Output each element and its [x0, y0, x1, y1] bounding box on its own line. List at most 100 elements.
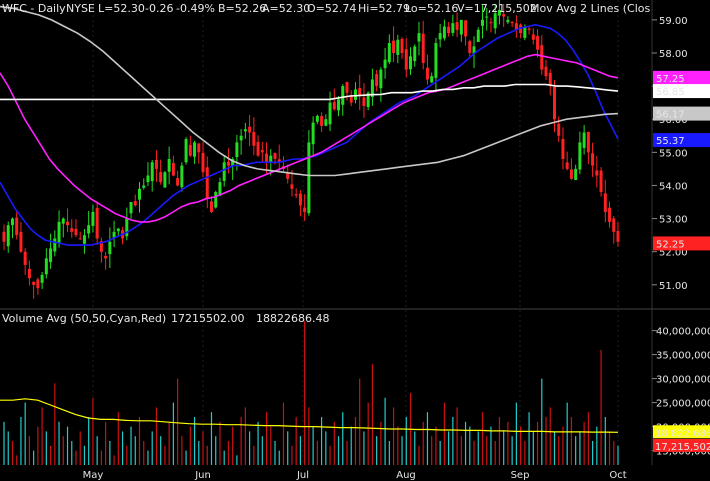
candle-up: [430, 76, 434, 83]
price-tick-label: 55.00: [659, 148, 688, 159]
price-tick-label: 51.00: [659, 281, 688, 292]
candle-up: [485, 16, 489, 18]
candle-up: [574, 168, 578, 181]
x-tick-label-may: May: [83, 470, 104, 481]
candle-down: [519, 24, 523, 34]
candle-up: [387, 43, 391, 63]
candle-up: [112, 231, 116, 238]
candle-down: [565, 162, 569, 169]
candle-up: [231, 158, 235, 167]
candle-up: [214, 192, 218, 208]
candle-up: [459, 19, 463, 35]
candle-up: [480, 19, 484, 26]
candle-down: [78, 238, 82, 240]
candle-up: [578, 142, 582, 170]
candle-up: [366, 92, 370, 107]
candle-down: [332, 102, 336, 110]
price-flag: [653, 70, 710, 85]
candle-down: [19, 231, 23, 252]
candle-down: [608, 207, 612, 222]
candle-up: [142, 185, 146, 188]
candle-up: [396, 39, 400, 55]
candle-down: [548, 72, 552, 87]
candle-up: [218, 182, 222, 196]
candle-down: [205, 167, 209, 199]
price-flag: [653, 133, 710, 148]
candle-down: [303, 207, 307, 212]
candle-down: [531, 34, 535, 40]
candle-up: [341, 86, 345, 105]
candle-up: [315, 115, 319, 122]
candle-down: [176, 178, 180, 186]
candle-up: [497, 9, 501, 16]
x-tick-label-jun: Jun: [194, 470, 211, 481]
candle-down: [294, 194, 298, 196]
candle-up: [163, 172, 167, 188]
candle-down: [552, 86, 556, 120]
candle-up: [269, 155, 273, 163]
candle-down: [27, 268, 31, 279]
header-field: Mov Avg 2 Lines (Clos: [530, 2, 651, 15]
candle-down: [489, 22, 493, 24]
candle-down: [404, 49, 408, 70]
candle-up: [337, 99, 341, 111]
candle-down: [455, 22, 459, 30]
candle-up: [125, 218, 129, 237]
candle-up: [243, 129, 247, 132]
candle-down: [209, 201, 213, 212]
candle-up: [6, 225, 10, 247]
header-field: V=17,215,502: [457, 2, 537, 15]
candle-down: [2, 231, 6, 242]
candle-up: [370, 79, 374, 97]
ma-line-200: [0, 83, 619, 101]
candle-down: [133, 201, 137, 206]
candle-down: [277, 159, 281, 163]
volume-tick-label: 35,000,000: [656, 351, 710, 362]
candle-down: [514, 23, 518, 30]
volume-avg-line: [0, 398, 619, 433]
candle-up: [476, 29, 480, 43]
candle-up: [61, 218, 65, 224]
candle-down: [345, 82, 349, 93]
candle-up: [472, 46, 476, 54]
candle-down: [290, 184, 294, 189]
candle-up: [91, 211, 95, 226]
x-tick-label-oct: Oct: [609, 470, 626, 481]
price-tick-label: 53.00: [659, 215, 688, 226]
volume-last-flag: [653, 438, 710, 452]
candle-up: [383, 59, 387, 69]
x-tick-label-aug: Aug: [396, 470, 416, 481]
price-flag: [653, 84, 710, 99]
candle-down: [425, 67, 429, 80]
price-flag-label: 56.17: [656, 110, 685, 121]
candle-down: [586, 131, 590, 153]
volume-header-label: Volume Avg (50,50,Cyan,Red): [2, 312, 166, 325]
candle-down: [36, 279, 40, 289]
candle-down: [616, 230, 620, 242]
candle-down: [99, 241, 103, 252]
header-field: L=52.30: [98, 2, 145, 15]
candle-down: [527, 28, 531, 30]
candle-up: [82, 235, 86, 244]
candle-up: [434, 43, 438, 78]
volume-last-flag-label: 17,215,502: [655, 442, 710, 453]
candle-up: [57, 221, 61, 243]
candle-up: [413, 46, 417, 62]
candle-down: [349, 95, 353, 103]
volume-tick-label: 25,000,000: [656, 399, 710, 410]
candle-up: [493, 13, 497, 29]
candle-down: [159, 172, 163, 183]
candle-up: [129, 202, 133, 214]
price-tick-label: 58.00: [659, 49, 688, 60]
candle-up: [506, 19, 510, 23]
candle-down: [561, 138, 565, 159]
price-flag-label: 56.85: [656, 87, 685, 98]
price-tick-label: 59.00: [659, 16, 688, 27]
volume-tick-label: 40,000,000: [656, 327, 710, 338]
header-field: B=52.26: [218, 2, 266, 15]
candle-up: [40, 274, 44, 283]
volume-avg-flag-label: 18,822,686: [655, 428, 710, 439]
candle-down: [400, 38, 404, 53]
